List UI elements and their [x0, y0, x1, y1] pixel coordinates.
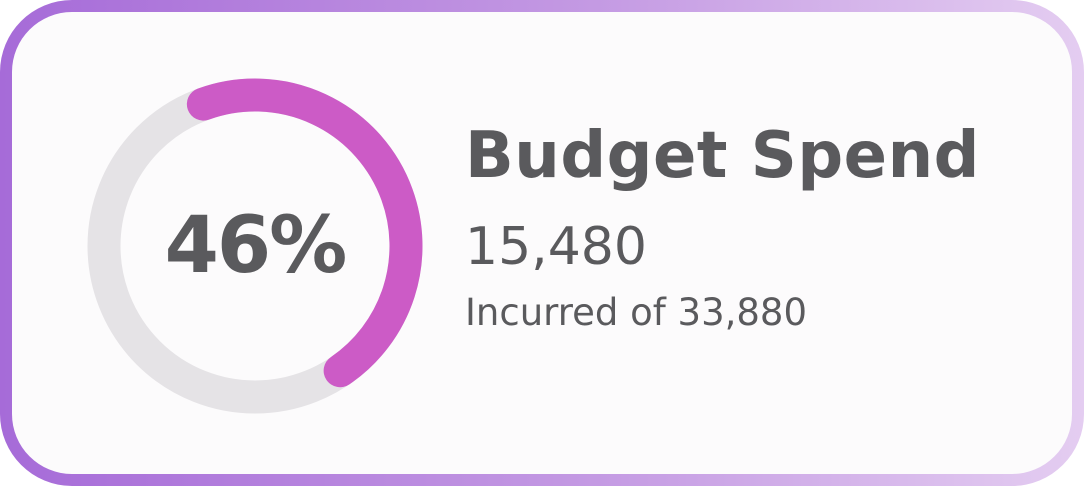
progress-ring-graphic [87, 78, 423, 414]
progress-ring-fill [87, 78, 423, 414]
budget-total-text: Incurred of 33,880 [465, 291, 808, 334]
progress-ring: 46% [87, 78, 423, 414]
budget-text: Budget Spend 15,480 Incurred of 33,880 [465, 124, 980, 331]
card-title: Budget Spend [465, 119, 980, 193]
percent-label: 46% [164, 201, 348, 291]
spent-amount: 15,480 [465, 217, 647, 277]
budget-spend-card: 46% Budget Spend 15,480 Incurred of 33,8… [12, 12, 1072, 474]
